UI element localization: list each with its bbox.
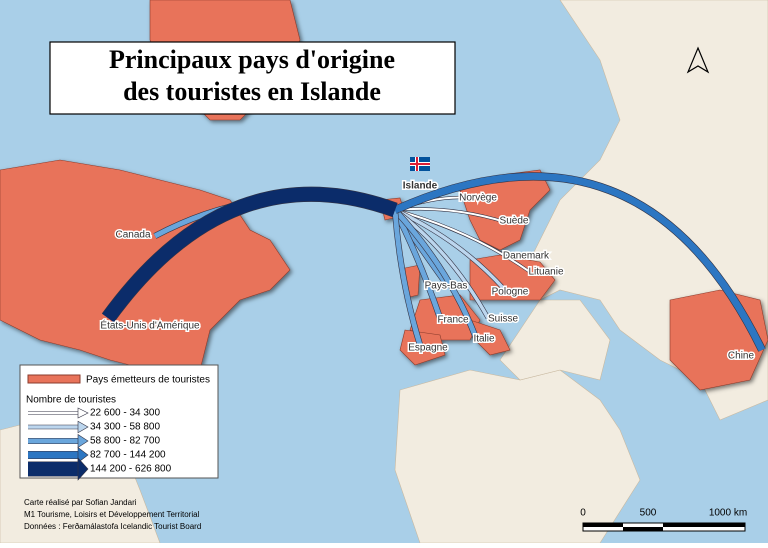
flow-arrow [102,187,398,323]
country-label: France [437,315,469,326]
legend-title: Nombre de touristes [26,395,116,406]
title-box: Principaux pays d'origine des touristes … [49,41,456,115]
country-label: Pays-Bas [425,281,468,292]
legend-range: 34 300 - 58 800 [90,422,160,433]
iceland-flag [410,157,430,171]
legend-arrowhead [77,433,89,449]
legend-arrowhead [77,407,89,419]
country-label: Chine [728,351,755,362]
title-line: Principaux pays d'origine [109,45,395,74]
flows [101,172,766,352]
scale-bar: 0 500 1000 km [580,508,747,532]
country-label: Lituanie [528,267,563,278]
flow-arrow [394,209,531,273]
legend-range: 144 200 - 626 800 [90,464,172,475]
country-label: Pologne [492,287,529,298]
scale-label: 0 [580,508,586,519]
hub-label: Islande [403,181,438,192]
flow-arrow [393,208,479,339]
flow-arrow [394,208,507,292]
legend-arrowhead [77,446,89,464]
legend-range: 22 600 - 34 300 [90,408,160,419]
country-label: Canada [115,230,150,241]
country-label: Italie [473,334,495,345]
country-label: Norvège [459,193,497,204]
flow-arrow [393,172,766,352]
country-label: Danemark [503,251,550,262]
legend-range: 82 700 - 144 200 [90,450,166,461]
legend-arrowhead [77,457,89,481]
credit: Données : Ferðamálastofa Icelandic Touri… [24,522,201,531]
flow-arrow [392,208,443,319]
country-label: États-Unis d'Amérique [100,319,200,332]
credit: M1 Tourisme, Loisirs et Développement Te… [24,510,200,519]
legend-range: 58 800 - 82 700 [90,436,160,447]
country-label: Suisse [488,314,518,325]
flow-arrow [392,209,423,346]
scale-label: 1000 km [709,508,747,519]
scale-label: 500 [640,508,657,519]
north-arrow [686,46,710,74]
legend-countries: Pays émetteurs de touristes [86,375,210,386]
country-label: Espagne [408,343,448,354]
credit: Carte réalisé par Sofian Jandari [24,498,137,507]
title-line: des touristes en Islande [123,77,381,106]
legend: Pays émetteurs de touristes Nombre de to… [19,364,219,481]
legend-arrowhead [77,420,89,434]
country-label: Suède [500,216,529,227]
